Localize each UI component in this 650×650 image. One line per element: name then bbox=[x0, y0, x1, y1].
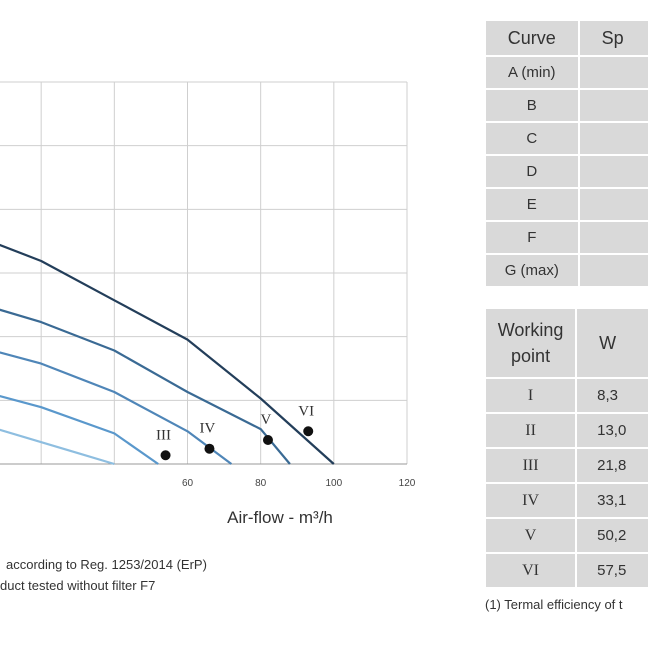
speed-cell bbox=[579, 189, 648, 220]
curve-speed-table: Curve Sp A (min) B C D E F G (max) bbox=[484, 19, 650, 288]
curve-cell: E bbox=[486, 189, 578, 220]
speed-header: Sp bbox=[579, 21, 648, 55]
curve-d bbox=[0, 395, 159, 465]
speed-cell bbox=[579, 90, 648, 121]
watt-cell: 21,8 bbox=[577, 449, 648, 482]
wp-cell: VI bbox=[486, 554, 576, 587]
chart-grid bbox=[0, 81, 408, 465]
x-tick-label: 120 bbox=[399, 478, 416, 489]
working-point-label: VI bbox=[298, 403, 314, 419]
watt-cell: 8,3 bbox=[577, 379, 648, 412]
table-row: III 21,8 bbox=[486, 449, 648, 482]
chart-x-ticks: 60 80 100 120 bbox=[182, 478, 416, 489]
working-point-dot bbox=[303, 426, 314, 437]
table-row: A (min) bbox=[486, 57, 648, 88]
wp-cell: IV bbox=[486, 484, 576, 517]
table-row: C bbox=[486, 123, 648, 154]
working-point-label: III bbox=[156, 427, 171, 443]
airflow-chart: G III IV V VI 60 80 100 120 bbox=[0, 81, 416, 489]
working-point-dot bbox=[160, 450, 171, 461]
curve-e bbox=[0, 351, 233, 465]
working-point-dot bbox=[262, 434, 273, 445]
table-row: II 13,0 bbox=[486, 414, 648, 447]
table-row: V 50,2 bbox=[486, 519, 648, 552]
watt-header: W bbox=[577, 309, 648, 377]
table-row: F bbox=[486, 222, 648, 253]
working-point-table: Working point W I 8,3 II 13,0 III 21,8 IV 33… bbox=[484, 307, 650, 589]
curve-c bbox=[0, 428, 115, 466]
table-row: I 8,3 bbox=[486, 379, 648, 412]
chart-working-points: III IV V VI bbox=[156, 403, 314, 461]
x-tick-label: 100 bbox=[325, 478, 342, 489]
table-row: E bbox=[486, 189, 648, 220]
chart-curves: G bbox=[0, 243, 335, 466]
footnote: (1) Termal efficiency of t bbox=[485, 597, 623, 612]
working-point-header: Working point bbox=[486, 309, 576, 377]
working-point-header-line1: Working bbox=[497, 320, 564, 340]
table-row: D bbox=[486, 156, 648, 187]
watt-cell: 13,0 bbox=[577, 414, 648, 447]
wp-table-header: Working point W bbox=[486, 309, 648, 377]
working-point-label: IV bbox=[200, 421, 216, 437]
watt-cell: 33,1 bbox=[577, 484, 648, 517]
speed-cell bbox=[579, 156, 648, 187]
wp-cell: III bbox=[486, 449, 576, 482]
wp-cell: V bbox=[486, 519, 576, 552]
curve-cell: A (min) bbox=[486, 57, 578, 88]
wp-cell: II bbox=[486, 414, 576, 447]
working-point-header-line2: point bbox=[511, 346, 551, 366]
curve-cell: B bbox=[486, 90, 578, 121]
curve-table-header: Curve Sp bbox=[486, 21, 648, 55]
x-tick-label: 80 bbox=[255, 478, 267, 489]
watt-cell: 50,2 bbox=[577, 519, 648, 552]
curve-cell: F bbox=[486, 222, 578, 253]
curve-header: Curve bbox=[486, 21, 578, 55]
curve-f bbox=[0, 308, 291, 465]
table-row: B bbox=[486, 90, 648, 121]
working-point-label: V bbox=[261, 412, 272, 428]
curve-g bbox=[0, 243, 335, 465]
speed-cell bbox=[579, 57, 648, 88]
working-point-dot bbox=[204, 443, 215, 454]
note-erp: according to Reg. 1253/2014 (ErP) bbox=[6, 557, 207, 572]
watt-cell: 57,5 bbox=[577, 554, 648, 587]
x-axis-label: Air-flow - m³/h bbox=[227, 508, 333, 527]
note-filter: duct tested without filter F7 bbox=[0, 578, 156, 593]
curve-cell: D bbox=[486, 156, 578, 187]
curve-cell: C bbox=[486, 123, 578, 154]
curve-cell: G (max) bbox=[486, 255, 578, 286]
speed-cell bbox=[579, 123, 648, 154]
table-row: G (max) bbox=[486, 255, 648, 286]
table-row: IV 33,1 bbox=[486, 484, 648, 517]
speed-cell bbox=[579, 255, 648, 286]
wp-cell: I bbox=[486, 379, 576, 412]
speed-cell bbox=[579, 222, 648, 253]
table-row: VI 57,5 bbox=[486, 554, 648, 587]
x-tick-label: 60 bbox=[182, 478, 194, 489]
